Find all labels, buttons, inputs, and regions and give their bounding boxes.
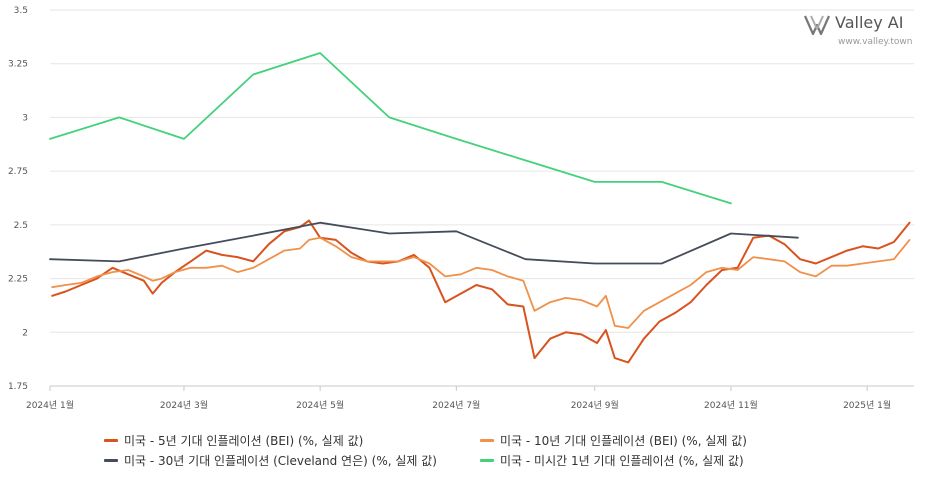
x-tick-label: 2024년 11월 — [704, 399, 758, 411]
legend-swatch — [104, 439, 118, 442]
legend-label: 미국 - 30년 기대 인플레이션 (Cleveland 연은) (%, 실제 … — [124, 454, 437, 468]
legend-item-series-3[interactable]: 미국 - 미시간 1년 기대 인플레이션 (%, 실제 값) — [480, 452, 744, 469]
legend-item-series-0[interactable]: 미국 - 5년 기대 인플레이션 (BEI) (%, 실제 값) — [104, 432, 363, 449]
y-tick-label: 2.25 — [8, 275, 28, 285]
series-line-3 — [49, 52, 732, 205]
y-tick-label: 3.25 — [8, 60, 28, 70]
brand-name: Valley AI — [835, 13, 904, 32]
y-tick-label: 2 — [22, 328, 28, 338]
legend-swatch — [480, 459, 494, 462]
legend-swatch — [104, 459, 118, 462]
legend-label: 미국 - 미시간 1년 기대 인플레이션 (%, 실제 값) — [500, 454, 744, 468]
x-axis: 2024년 1월 2024년 3월 2024년 5월 2024년 7월 2024년 9월… — [26, 385, 914, 411]
y-tick-label: 3.5 — [14, 6, 28, 16]
series-line-0 — [51, 219, 911, 364]
y-tick-label: 3 — [22, 113, 28, 123]
line-chart: 1.75 2 2.25 2.5 2.75 3 3.25 3.5 2024년 1월 2024년 3… — [8, 6, 914, 411]
gridlines — [50, 9, 914, 387]
brand-url: www.valley.town — [838, 37, 913, 47]
legend-label: 미국 - 5년 기대 인플레이션 (BEI) (%, 실제 값) — [124, 434, 364, 448]
x-tick-label: 2024년 1월 — [26, 399, 74, 411]
y-tick-label: 2.75 — [8, 167, 28, 177]
series-line-1 — [51, 236, 911, 329]
x-tick-label: 2024년 9월 — [571, 399, 619, 411]
x-tick-label: 2024년 3월 — [160, 399, 208, 411]
legend-item-series-1[interactable]: 미국 - 10년 기대 인플레이션 (BEI) (%, 실제 값) — [480, 432, 747, 449]
valley-ai-logo-icon — [803, 15, 831, 36]
legend-swatch — [480, 439, 494, 442]
y-tick-label: 2.5 — [14, 221, 28, 231]
legend: 미국 - 5년 기대 인플레이션 (BEI) (%, 실제 값) 미국 - 10… — [0, 426, 928, 476]
y-axis: 1.75 2 2.25 2.5 2.75 3 3.25 3.5 — [8, 6, 28, 392]
y-tick-label: 1.75 — [8, 382, 28, 392]
series-lines — [49, 52, 911, 364]
legend-item-series-2[interactable]: 미국 - 30년 기대 인플레이션 (Cleveland 연은) (%, 실제 … — [104, 452, 437, 469]
legend-label: 미국 - 10년 기대 인플레이션 (BEI) (%, 실제 값) — [500, 434, 747, 448]
series-line-2 — [49, 221, 799, 265]
x-tick-label: 2024년 7월 — [432, 399, 480, 411]
x-tick-label: 2025년 1월 — [843, 399, 891, 411]
x-tick-label: 2024년 5월 — [296, 399, 344, 411]
